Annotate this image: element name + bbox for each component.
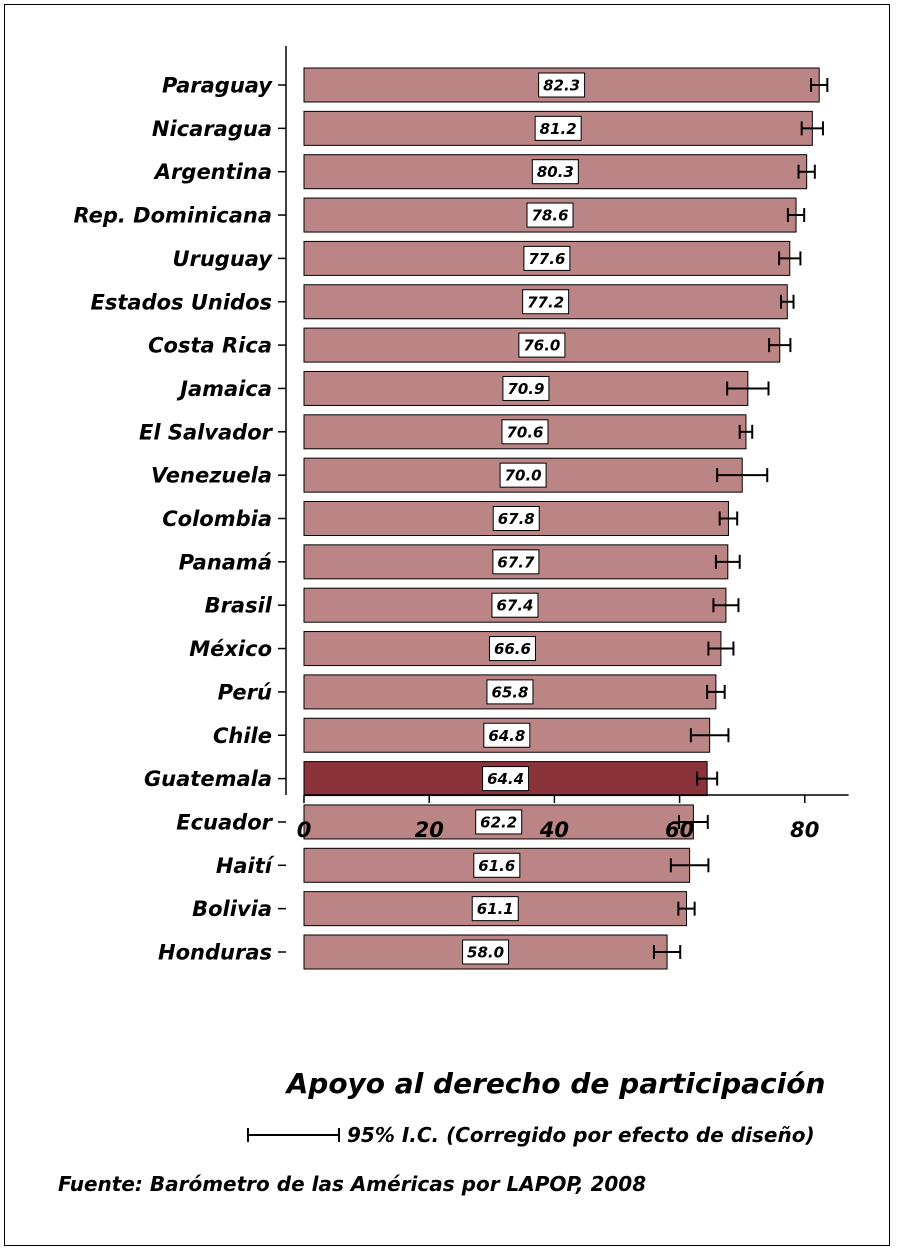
data-label: 67.4 [496,597,533,615]
data-label-box [483,722,531,748]
data-label-box [475,809,523,835]
x-tick-label: 60 [665,818,694,842]
category-label: El Salvador [139,420,274,444]
category-label: Perú [218,680,272,704]
category-label: Honduras [158,941,272,965]
data-label-box [531,159,579,185]
data-label: 70.6 [506,423,543,441]
data-label: 80.3 [537,163,574,181]
category-label: Uruguay [172,247,273,271]
data-label-box [523,245,571,271]
category-label: Panamá [179,550,272,574]
x-axis-label: Apoyo al derecho de participación [285,1067,826,1100]
data-label: 61.1 [477,900,514,918]
data-label-box [499,462,547,488]
data-label: 67.7 [497,553,535,571]
source-note: Fuente: Barómetro de las Américas por LA… [58,1172,646,1196]
category-label: Chile [213,724,272,748]
x-tick-label: 20 [415,818,444,842]
data-label-box [473,852,521,878]
data-label-box [501,419,549,445]
data-label: 62.2 [480,813,517,831]
data-label: 77.6 [528,250,565,268]
data-label: 70.9 [507,380,544,398]
x-tick-label: 80 [790,818,819,842]
category-label: Estados Unidos [91,290,272,314]
category-label: Costa Rica [148,334,272,358]
data-label: 70.0 [505,467,542,485]
legend-text: 95% I.C. (Corregido por efecto de diseño… [347,1123,815,1147]
data-label-box [538,72,586,98]
category-label: México [189,637,272,661]
category-label: Jamaica [176,377,272,401]
data-label: 64.8 [488,727,525,745]
data-label-box [486,679,534,705]
data-label: 65.8 [491,683,528,701]
category-label: Guatemala [144,767,272,791]
data-label-box [471,896,519,922]
data-label-box [522,289,570,315]
category-label: Bolivia [192,897,272,921]
data-label-box [518,332,566,358]
category-label: Colombia [162,507,272,531]
data-label-box [526,202,574,228]
data-label-box [488,636,536,662]
bars-layer: 82.3 81.2 80.3 78.6 77.6 77.2 76.0 70.9 70.6 70.0… [303,67,829,970]
category-label: Argentina [153,160,272,184]
figure-frame [4,4,890,1246]
data-label: 61.6 [478,857,515,875]
data-label: 82.3 [543,77,580,95]
data-label: 58.0 [467,944,504,962]
data-label-box [491,592,539,618]
data-label: 81.2 [540,120,577,138]
legend: 95% I.C. (Corregido por efecto de diseño… [247,1123,815,1147]
data-label-box [462,939,510,965]
category-label: Venezuela [151,464,272,488]
data-label-box [482,766,530,792]
data-label: 67.8 [498,510,535,528]
data-label: 76.0 [523,337,560,355]
data-label-box [534,115,582,141]
category-label: Ecuador [176,810,273,834]
data-label: 78.6 [532,207,569,225]
category-label: Nicaragua [152,117,272,141]
data-label-box [502,375,550,401]
x-tick-label: 40 [539,818,569,842]
data-label-box [492,506,540,531]
data-label: 66.6 [494,640,531,658]
data-label: 64.4 [487,770,524,788]
category-label: Rep. Dominicana [73,204,272,228]
axis-layer: 0 20 40 60 80 Paraguay Nicaragua Argentina Rep. … [73,46,849,965]
data-label-box [492,549,540,575]
category-label: Brasil [205,594,273,618]
x-tick-label: 0 [297,818,312,842]
data-label: 77.2 [527,293,564,311]
category-label: Paraguay [162,74,273,98]
category-label: Haití [216,854,275,878]
